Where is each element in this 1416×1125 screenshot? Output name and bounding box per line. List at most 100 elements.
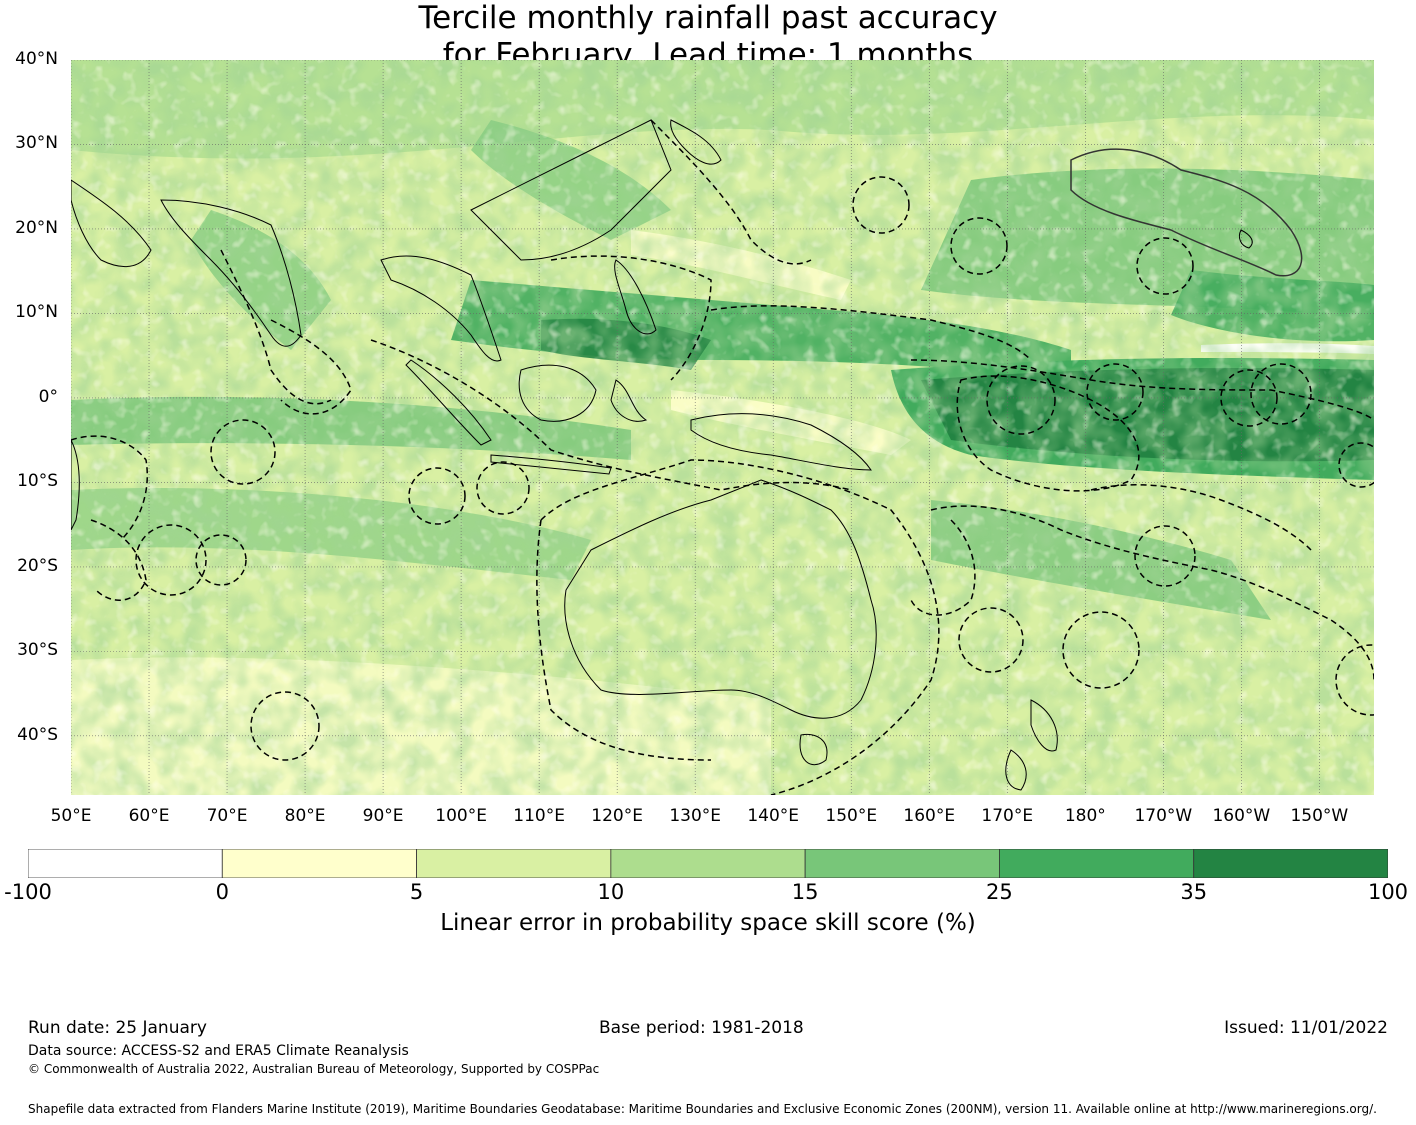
base-period: Base period: 1981-2018 bbox=[599, 1018, 804, 1038]
coastlines bbox=[71, 119, 1253, 791]
skill-texture-light bbox=[71, 60, 1374, 795]
latitude-label: 10°N bbox=[15, 302, 58, 323]
colorbar-tick-label: -100 bbox=[4, 880, 52, 904]
eez-cocos-island bbox=[476, 461, 530, 515]
eez-norfolk bbox=[1062, 611, 1140, 689]
longitude-label: 140°E bbox=[747, 806, 800, 826]
eez-philippines bbox=[550, 255, 712, 381]
latitude-label: 40°N bbox=[15, 49, 58, 69]
colorbar-segment bbox=[1193, 849, 1388, 878]
longitude-label: 150°W bbox=[1290, 806, 1349, 826]
eez-marcus bbox=[1335, 644, 1374, 716]
eez-boundaries bbox=[71, 119, 1374, 795]
eez-wake bbox=[950, 217, 1008, 275]
eez-minamitorishima bbox=[852, 176, 910, 234]
eez-pacific-islands bbox=[910, 359, 1374, 421]
map-title-line1: Tercile monthly rainfall past accuracy bbox=[418, 0, 998, 36]
latitude-label: 30°S bbox=[17, 640, 58, 661]
colorbar bbox=[28, 849, 1388, 878]
longitude-label: 160°W bbox=[1212, 806, 1271, 826]
longitude-label: 90°E bbox=[362, 806, 404, 826]
colorbar-tick-label: 0 bbox=[215, 880, 229, 904]
eez-madagascar bbox=[90, 519, 147, 601]
eez-chagos bbox=[210, 419, 276, 485]
colorbar-segment bbox=[28, 849, 223, 878]
eez-palmyra bbox=[1220, 369, 1278, 427]
latitude-label: 20°N bbox=[15, 217, 58, 238]
coastline-tasmania bbox=[799, 733, 828, 766]
eez-howland bbox=[1086, 363, 1144, 421]
eez-indonesia bbox=[370, 339, 852, 491]
longitude-label: 160°E bbox=[903, 806, 956, 826]
eez-solomons bbox=[1338, 442, 1374, 488]
coastline-hawaii bbox=[1238, 229, 1253, 249]
coastline-philippines bbox=[614, 259, 657, 335]
eez-johnston bbox=[1136, 237, 1194, 295]
colorbar-segment bbox=[804, 849, 1000, 878]
coastline-sulawesi bbox=[610, 379, 648, 422]
issued-date: Issued: 11/01/2022 bbox=[1224, 1018, 1388, 1038]
colorbar-tick-label: 25 bbox=[986, 880, 1013, 904]
latitude-label: 40°S bbox=[17, 724, 58, 745]
eez-fiji-vanuatu bbox=[910, 519, 976, 616]
eez-mauritius bbox=[135, 524, 207, 596]
colorbar-tick-label: 5 bbox=[409, 880, 424, 904]
latitude-label: 20°S bbox=[17, 555, 58, 576]
eez-nauru bbox=[986, 365, 1056, 435]
eez-japan bbox=[650, 119, 812, 265]
latitude-label: 30°N bbox=[15, 133, 58, 154]
longitude-label: 170°E bbox=[981, 806, 1034, 826]
coastline-arabia bbox=[71, 179, 152, 268]
run-date: Run date: 25 January bbox=[28, 1018, 207, 1038]
data-source: Data source: ACCESS-S2 and ERA5 Climate … bbox=[28, 1043, 409, 1059]
coastline-borneo bbox=[518, 364, 597, 422]
eez-st-paul bbox=[250, 691, 320, 761]
coastline-china bbox=[470, 119, 672, 261]
colorbar-tick-label: 35 bbox=[1180, 880, 1208, 904]
longitude-label: 60°E bbox=[128, 806, 170, 826]
coastline-new-zealand-south bbox=[1005, 749, 1027, 791]
coastline-new-guinea bbox=[690, 413, 872, 471]
skill-map bbox=[71, 60, 1374, 795]
eez-tuvalu-samoa bbox=[1090, 484, 1312, 551]
longitude-label: 180° bbox=[1064, 806, 1106, 826]
eez-jarvis bbox=[1250, 363, 1312, 425]
shapefile-credit: Shapefile data extracted from Flanders M… bbox=[28, 1102, 1377, 1116]
eez-niue bbox=[1134, 525, 1196, 587]
colorbar-tick-label: 10 bbox=[597, 880, 625, 904]
longitude-label: 120°E bbox=[591, 806, 643, 826]
coastline-australia bbox=[564, 479, 877, 719]
eez-lord-howe bbox=[958, 607, 1024, 673]
longitude-label: 50°E bbox=[50, 806, 92, 826]
eez-australia bbox=[536, 459, 940, 795]
longitude-label: 80°E bbox=[284, 806, 326, 826]
colorbar-label: Linear error in probability space skill … bbox=[440, 910, 976, 936]
eez-micronesia bbox=[710, 305, 1032, 361]
coastline-india bbox=[160, 199, 302, 347]
latitude-label: 10°S bbox=[17, 471, 58, 492]
coastline-java bbox=[490, 454, 612, 475]
longitude-label: 100°E bbox=[435, 806, 487, 826]
colorbar-segment bbox=[999, 849, 1195, 878]
eez-west-indian bbox=[71, 435, 148, 541]
colorbar-tick-label: 100 bbox=[1367, 880, 1409, 904]
eez-rodrigues bbox=[195, 534, 247, 586]
longitude-label: 150°E bbox=[825, 806, 878, 826]
coastline-sumatra bbox=[405, 359, 492, 446]
longitude-label: 70°E bbox=[206, 806, 248, 826]
coastline-indochina bbox=[380, 255, 502, 362]
eez-kiribati bbox=[956, 375, 1140, 492]
longitude-label: 110°E bbox=[513, 806, 565, 826]
eez-south-pacific bbox=[930, 505, 1374, 681]
longitude-label: 130°E bbox=[669, 806, 722, 826]
colorbar-segment bbox=[610, 849, 806, 878]
colorbar-segment bbox=[416, 849, 612, 878]
eez-hawaii bbox=[1070, 148, 1303, 277]
copyright: © Commonwealth of Australia 2022, Austra… bbox=[28, 1062, 600, 1076]
coastline-japan bbox=[670, 119, 722, 165]
coastline-africa bbox=[71, 439, 80, 531]
eez-india bbox=[220, 249, 332, 405]
latitude-label: 0° bbox=[38, 386, 58, 407]
longitude-label: 170°W bbox=[1134, 806, 1193, 826]
coastline-new-zealand-north bbox=[1030, 699, 1058, 752]
